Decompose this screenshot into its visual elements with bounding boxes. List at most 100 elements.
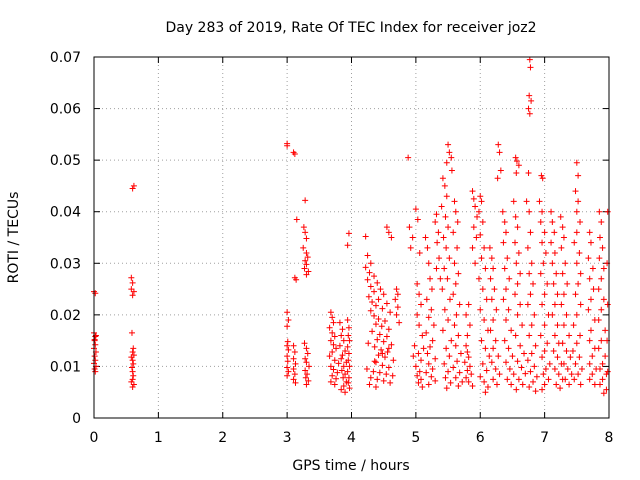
data-point <box>599 360 606 367</box>
y-axis-label: ROTI / TECUs <box>6 192 22 284</box>
x-tick-label: 6 <box>476 430 485 446</box>
data-point <box>345 324 352 331</box>
data-point <box>284 309 291 316</box>
data-point <box>383 300 390 307</box>
data-point <box>433 265 440 272</box>
data-point <box>129 357 136 364</box>
data-point <box>589 353 596 360</box>
data-point <box>477 231 484 238</box>
x-tick-labels: 0 1 2 3 4 5 6 7 8 <box>90 430 614 446</box>
data-point <box>493 381 500 388</box>
data-point <box>461 359 468 366</box>
data-point <box>492 337 499 344</box>
data-point <box>540 371 547 378</box>
data-point <box>302 374 309 381</box>
data-point <box>291 150 298 157</box>
data-point <box>540 260 547 267</box>
data-point <box>345 332 352 339</box>
data-point <box>602 353 609 360</box>
data-point <box>338 386 345 393</box>
data-point <box>508 381 515 388</box>
data-point <box>371 312 378 319</box>
data-point <box>454 219 461 226</box>
data-point <box>539 354 546 361</box>
data-point <box>599 244 606 251</box>
data-point <box>284 342 291 349</box>
data-point <box>290 366 297 373</box>
data-point <box>575 172 582 179</box>
data-point <box>410 353 417 360</box>
data-point <box>465 354 472 361</box>
data-point <box>532 388 539 395</box>
data-point <box>418 357 425 364</box>
data-point <box>385 364 392 371</box>
data-point <box>394 291 401 298</box>
data-point <box>506 275 513 282</box>
data-point <box>375 352 382 359</box>
data-point <box>495 353 502 360</box>
data-point <box>330 341 337 348</box>
data-point <box>301 340 308 347</box>
data-point <box>477 193 484 200</box>
data-point <box>334 369 341 376</box>
data-point <box>496 371 503 378</box>
data-point <box>469 244 476 251</box>
data-point <box>525 105 532 112</box>
data-point <box>598 337 605 344</box>
data-point <box>513 158 520 165</box>
data-point <box>396 319 403 326</box>
data-point <box>381 354 388 361</box>
data-point <box>303 261 310 268</box>
data-point <box>290 355 297 362</box>
y-tick-label: 0.02 <box>50 308 81 324</box>
data-point <box>435 229 442 236</box>
data-point <box>434 239 441 246</box>
data-point <box>439 175 446 182</box>
data-point <box>527 229 534 236</box>
data-point <box>551 366 558 373</box>
data-point <box>527 368 534 375</box>
data-point <box>549 260 556 267</box>
data-point <box>477 306 484 313</box>
data-point <box>526 208 533 215</box>
data-point <box>304 254 311 261</box>
data-point <box>376 331 383 338</box>
data-point <box>342 371 349 378</box>
data-point <box>473 234 480 241</box>
data-point <box>575 198 582 205</box>
data-point <box>367 307 374 314</box>
data-point <box>557 385 564 392</box>
data-point <box>331 381 338 388</box>
data-point <box>572 291 579 298</box>
data-point <box>424 244 431 251</box>
data-point <box>378 346 385 353</box>
data-point <box>129 376 136 383</box>
data-point <box>379 305 386 312</box>
data-point <box>446 255 453 262</box>
data-point <box>587 327 594 334</box>
data-point <box>524 244 531 251</box>
data-point <box>550 280 557 287</box>
data-point <box>537 332 544 339</box>
data-point <box>586 275 593 282</box>
data-point <box>596 208 603 215</box>
data-point <box>566 381 573 388</box>
data-point <box>573 159 580 166</box>
data-point <box>587 296 594 303</box>
data-point <box>559 340 566 347</box>
data-point <box>487 327 494 334</box>
data-point <box>526 270 533 277</box>
data-point <box>443 193 450 200</box>
x-tick-label: 1 <box>154 430 163 446</box>
data-point <box>365 340 372 347</box>
data-point <box>129 368 136 375</box>
data-point <box>388 341 395 348</box>
data-point <box>416 291 423 298</box>
data-point <box>405 154 412 161</box>
data-point <box>521 350 528 357</box>
data-point <box>329 329 336 336</box>
data-point <box>519 322 526 329</box>
data-point <box>414 372 421 379</box>
data-point <box>490 265 497 272</box>
